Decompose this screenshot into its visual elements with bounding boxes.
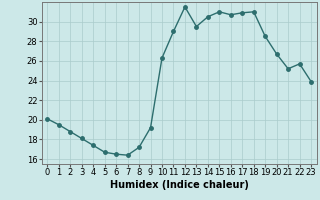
X-axis label: Humidex (Indice chaleur): Humidex (Indice chaleur) bbox=[110, 180, 249, 190]
